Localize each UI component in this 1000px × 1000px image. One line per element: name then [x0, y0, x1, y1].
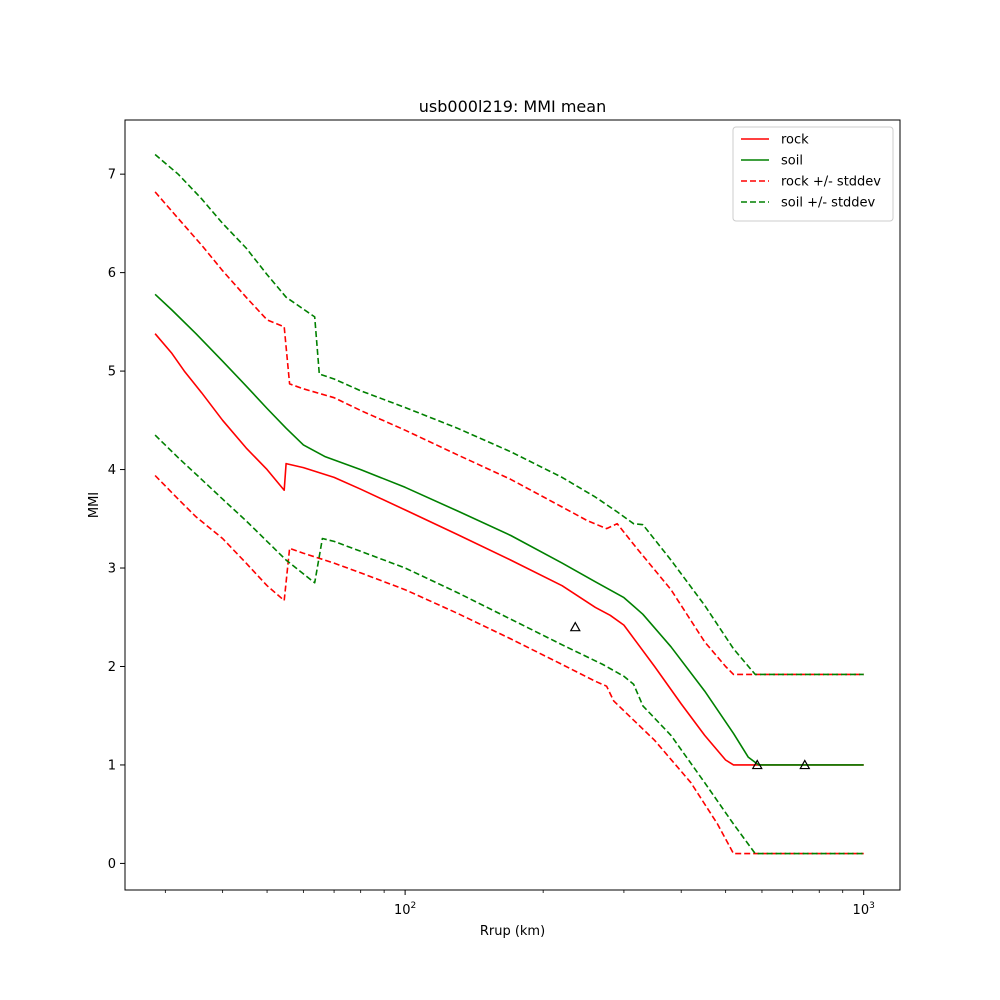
- y-tick-label-4: 4: [108, 463, 116, 478]
- chart-title: usb000l219: MMI mean: [419, 97, 606, 116]
- observation-marker-0: [569, 621, 581, 632]
- x-axis: 102 103: [164, 890, 875, 918]
- series-line-soil-stddev-4: [154, 153, 864, 676]
- y-tick-label-7: 7: [108, 168, 116, 183]
- series-line-rock-stddev-3: [154, 474, 864, 855]
- y-tick-label-5: 5: [108, 365, 116, 380]
- y-tick-label-6: 6: [108, 266, 116, 281]
- x-axis-label: Rrup (km): [480, 924, 545, 939]
- legend-label-3: soil +/- stddev: [781, 196, 876, 211]
- legend-box: [732, 126, 894, 222]
- series-line-soil-1: [154, 293, 864, 766]
- markers-layer: [569, 621, 811, 770]
- legend: rock soil rock +/- stddev soil +/- stddev: [732, 126, 894, 222]
- observation-marker-1: [751, 759, 763, 770]
- legend-label-1: soil: [781, 154, 803, 169]
- plot-frame: [124, 119, 901, 891]
- y-tick-label-3: 3: [108, 562, 116, 577]
- series-line-soil-stddev-5: [154, 434, 864, 855]
- legend-label-2: rock +/- stddev: [781, 175, 881, 190]
- series-line-rock-0: [154, 333, 864, 766]
- y-axis-label: MMI: [87, 492, 102, 518]
- lines-layer: [154, 153, 864, 855]
- y-tick-label-2: 2: [108, 660, 116, 675]
- y-tick-label-1: 1: [108, 758, 116, 773]
- observation-marker-2: [799, 759, 811, 770]
- y-tick-label-0: 0: [108, 857, 116, 872]
- y-axis: 0 1 2 3 4 5 6 7: [108, 168, 125, 872]
- legend-label-0: rock: [781, 133, 809, 148]
- series-line-rock-stddev-2: [154, 191, 864, 676]
